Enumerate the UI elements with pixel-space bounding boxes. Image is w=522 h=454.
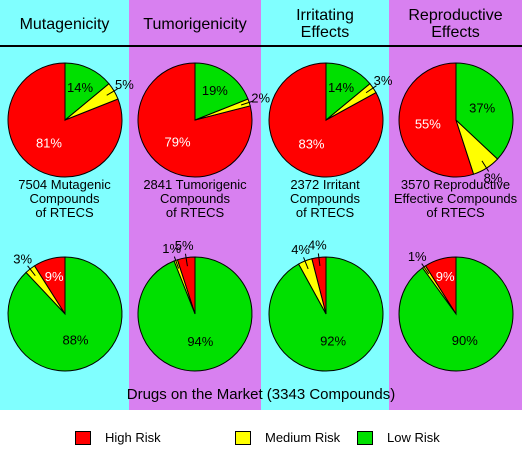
pie-rtecs-reproductive: 55% 8% 37%: [398, 62, 514, 185]
pie-slice-low-risk: [325, 62, 371, 122]
slice-label-low-risk: 88%: [62, 332, 88, 347]
slice-label-high-risk: 4%: [308, 238, 327, 253]
pie-slice-low-risk: [398, 256, 514, 372]
leader-line-medium-risk: [481, 160, 490, 172]
legend-swatch-high: [75, 430, 91, 445]
legend-item-medium: Medium Risk: [235, 430, 340, 445]
slice-label-low-risk: 94%: [187, 334, 213, 349]
pie-slice-low-risk: [268, 256, 384, 372]
slice-label-medium-risk: 4%: [291, 242, 310, 257]
slice-label-high-risk: 83%: [298, 137, 324, 152]
slice-label-high-risk: 9%: [436, 269, 455, 284]
slice-label-high-risk: 55%: [415, 116, 441, 131]
pie-slice-low-risk: [455, 62, 514, 160]
pie-slice-low-risk: [7, 256, 123, 372]
market-section-title: Drugs on the Market (3343 Compounds): [126, 386, 396, 403]
pie-rtecs-mutagenicity: 81% 5% 14%: [7, 62, 134, 178]
caption-reproductive: 3570 Reproductive Effective Compounds of…: [393, 177, 518, 220]
column-title-mutagenicity: Mutagenicity: [19, 15, 110, 33]
leader-line-high-risk: [317, 253, 321, 266]
pie-rtecs-irritating: 83% 3% 14%: [268, 62, 393, 178]
slice-label-high-risk: 5%: [175, 238, 194, 253]
slice-label-medium-risk: 3%: [13, 251, 32, 266]
column-title-tumorigenicity: Tumorigenicity: [143, 15, 247, 33]
legend-item-low: Low Risk: [357, 430, 440, 445]
slice-label-low-risk: 19%: [202, 83, 228, 98]
legend-label-high: High Risk: [105, 430, 161, 445]
slice-label-medium-risk: 1%: [408, 249, 427, 264]
pie-market-irritating: 4%4% 92%: [268, 238, 384, 372]
pie-market-mutagenicity: 9% 3% 88%: [7, 251, 123, 372]
leader-line-medium-risk: [421, 263, 430, 275]
legend: High Risk Medium Risk Low Risk: [0, 430, 522, 446]
legend-swatch-low: [357, 430, 373, 445]
pie-slice-low-risk: [64, 62, 110, 122]
slice-label-medium-risk: 3%: [374, 73, 393, 88]
leader-line-medium-risk: [27, 265, 36, 277]
leader-line-medium-risk: [240, 100, 254, 106]
pie-slice-low-risk: [137, 256, 253, 372]
slice-label-medium-risk: 5%: [115, 77, 134, 92]
legend-swatch-medium: [235, 430, 251, 445]
slice-label-high-risk: 79%: [165, 135, 191, 150]
slice-label-low-risk: 92%: [320, 334, 346, 349]
legend-item-high: High Risk: [75, 430, 161, 445]
leader-line-high-risk: [184, 253, 188, 267]
leader-line-medium-risk: [106, 88, 118, 96]
legend-label-low: Low Risk: [387, 430, 440, 445]
pie-slice-low-risk: [194, 62, 249, 121]
slice-label-high-risk: 81%: [36, 136, 62, 151]
slice-label-high-risk: 9%: [45, 269, 64, 284]
column-title-reproductive: Reproductive Effects: [408, 7, 503, 41]
pie-slice-high-risk: [398, 62, 475, 178]
slice-label-medium-risk: 1%: [162, 241, 181, 256]
slice-label-medium-risk: 2%: [251, 91, 270, 106]
leader-line-medium-risk: [303, 257, 309, 270]
pie-market-tumorigenicity: 5%1% 94%: [137, 238, 253, 372]
slice-label-low-risk: 14%: [328, 80, 354, 95]
legend-label-medium: Medium Risk: [265, 430, 341, 445]
column-title-irritating: Irritating Effects: [296, 7, 354, 41]
caption-tumorigenicity: 2841 Tumorigenic Compounds of RTECS: [143, 177, 247, 220]
header-divider: [0, 45, 522, 47]
pie-market-reproductive: 9% 1% 90%: [398, 249, 514, 372]
slice-label-low-risk: 90%: [452, 333, 478, 348]
pie-rtecs-tumorigenicity: 79% 2% 19%: [137, 62, 270, 178]
leader-line-medium-risk: [173, 256, 180, 269]
slice-label-low-risk: 37%: [469, 101, 495, 116]
slice-label-low-risk: 14%: [67, 80, 93, 95]
caption-irritating: 2372 Irritant Compounds of RTECS: [289, 177, 361, 220]
slice-label-medium-risk: 8%: [484, 170, 503, 185]
leader-line-medium-risk: [365, 85, 377, 94]
caption-mutagenicity: 7504 Mutagenic Compounds of RTECS: [18, 177, 111, 220]
